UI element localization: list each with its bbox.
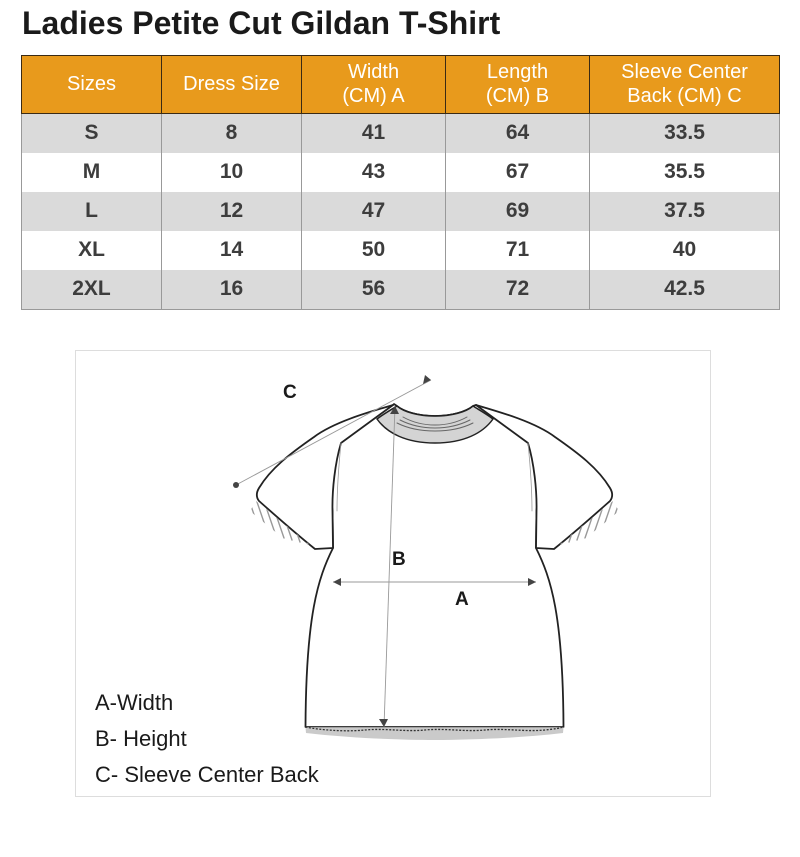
svg-text:C: C xyxy=(283,382,297,403)
svg-text:B: B xyxy=(392,549,406,570)
svg-text:A: A xyxy=(455,589,469,610)
